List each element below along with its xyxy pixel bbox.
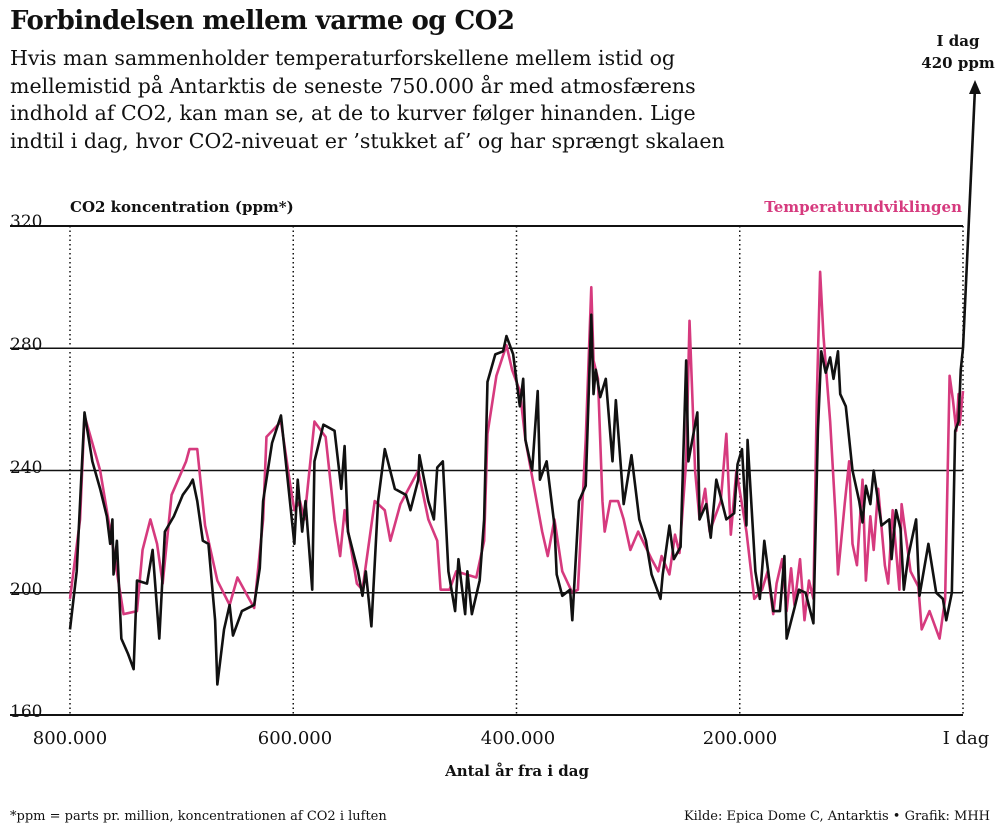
x-axis-label: Antal år fra i dag (445, 762, 589, 780)
y-tick-label: 160 (10, 702, 43, 722)
temperature-line (68, 270, 965, 640)
x-tick-label: I dag (942, 728, 990, 749)
arrow-head-icon (969, 80, 981, 94)
subtitle-line: indtil i dag, hvor CO2-niveuat er ’stukk… (10, 128, 725, 153)
today-annotation: I dag 420 ppm (921, 30, 994, 74)
x-tick-label: 800.000 (32, 728, 108, 749)
subtitle-line: mellemistid på Antarktis de seneste 750.… (10, 73, 696, 98)
y-tick-label: 200 (10, 580, 43, 600)
x-tick-label: 200.000 (702, 728, 778, 749)
footnote: *ppm = parts pr. million, koncentratione… (10, 809, 387, 824)
source-credit: Kilde: Epica Dome C, Antarktis • Grafik:… (683, 809, 990, 824)
co2-today-arrow-line (961, 87, 977, 349)
chart-title: Forbindelsen mellem varme og CO2 (10, 6, 515, 36)
y-tick-label: 280 (10, 335, 43, 355)
co2-line (68, 313, 965, 686)
y-tick-label: 320 (10, 212, 43, 232)
x-tick-label: 600.000 (257, 728, 333, 749)
today-label: I dag (936, 32, 980, 50)
y-tick-label: 240 (10, 458, 43, 478)
chart-subtitle: Hvis man sammenholder temperaturforskell… (10, 45, 810, 155)
legend-temperature: Temperaturudviklingen (764, 198, 962, 216)
subtitle-line: indhold af CO2, kan man se, at de to kur… (10, 101, 696, 125)
y-axis-label: CO2 koncentration (ppm*) (70, 198, 294, 216)
subtitle-line: Hvis man sammenholder temperaturforskell… (10, 46, 676, 70)
x-tick-label: 400.000 (480, 728, 556, 749)
today-value: 420 ppm (921, 54, 995, 72)
